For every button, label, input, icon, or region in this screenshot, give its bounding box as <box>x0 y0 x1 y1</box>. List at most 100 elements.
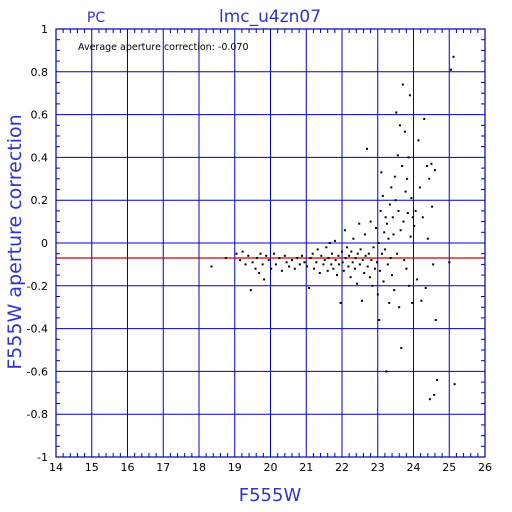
x-tick-label: 26 <box>478 461 492 474</box>
data-point <box>301 254 303 257</box>
data-point <box>377 242 380 244</box>
data-point <box>254 267 257 270</box>
data-point <box>367 252 370 255</box>
data-point <box>331 252 333 255</box>
data-point <box>417 139 420 142</box>
data-point <box>407 156 410 159</box>
data-point <box>395 111 398 114</box>
data-point <box>259 252 262 255</box>
data-point <box>426 165 429 167</box>
data-point <box>322 263 325 266</box>
data-point <box>363 272 366 274</box>
data-point <box>408 94 411 97</box>
data-point <box>373 267 376 270</box>
data-point <box>347 265 350 268</box>
data-point <box>404 190 407 193</box>
data-point <box>383 231 386 234</box>
x-tick-label: 16 <box>121 461 135 474</box>
data-point <box>341 261 344 264</box>
data-point <box>418 186 421 189</box>
data-point <box>352 237 355 240</box>
data-point <box>396 154 399 157</box>
data-point <box>296 257 299 259</box>
data-point <box>363 233 366 236</box>
data-point <box>354 257 357 259</box>
data-point <box>383 248 386 251</box>
data-point <box>399 229 402 232</box>
y-tick-labels: -1 -0.8 -0.6 -0.4 -0.2 0 0.2 0.4 0.6 0.8 1 <box>27 23 48 464</box>
chart-subtitle: PC <box>87 10 105 26</box>
data-point <box>371 284 374 287</box>
data-point <box>375 227 377 229</box>
data-point <box>333 239 336 242</box>
data-point <box>265 254 268 257</box>
data-point <box>369 220 372 223</box>
data-point <box>349 276 352 279</box>
data-point <box>372 246 375 249</box>
data-point <box>278 257 281 259</box>
data-point <box>350 250 353 253</box>
data-point <box>433 393 436 396</box>
x-tick-label: 17 <box>156 461 170 474</box>
data-point <box>306 265 308 268</box>
data-point <box>396 252 399 255</box>
data-point <box>401 165 404 167</box>
data-point <box>388 301 391 304</box>
data-point <box>403 130 406 133</box>
data-point <box>390 186 393 189</box>
data-point <box>351 261 354 264</box>
data-point <box>337 254 340 257</box>
data-point <box>420 299 423 302</box>
y-tick-label: -1 <box>37 451 48 464</box>
data-point <box>358 222 361 225</box>
y-tick-label: 0.4 <box>31 151 49 164</box>
data-point <box>285 261 288 264</box>
x-tick-label: 14 <box>49 461 63 474</box>
data-point <box>393 175 396 178</box>
data-point <box>434 319 437 321</box>
data-point <box>336 274 338 277</box>
data-point <box>366 265 369 268</box>
data-point <box>339 301 342 304</box>
data-point <box>391 216 394 219</box>
data-point <box>391 274 393 277</box>
data-point <box>309 257 312 259</box>
x-tick-label: 20 <box>264 461 278 474</box>
data-point <box>359 248 362 251</box>
data-point <box>405 267 408 270</box>
data-point <box>408 284 411 287</box>
data-point <box>346 246 348 249</box>
data-point <box>428 177 431 180</box>
data-point <box>409 235 412 238</box>
data-point <box>288 265 291 268</box>
data-point <box>394 199 397 202</box>
data-point <box>382 280 385 283</box>
data-point <box>410 197 413 200</box>
data-point <box>436 379 439 381</box>
x-tick-label: 18 <box>192 461 206 474</box>
data-point <box>270 267 273 270</box>
x-tick-label: 15 <box>85 461 99 474</box>
data-point <box>453 383 456 386</box>
data-point <box>273 252 276 255</box>
data-point <box>411 301 414 304</box>
data-point <box>320 254 323 257</box>
data-point <box>398 124 401 127</box>
data-point <box>398 306 401 309</box>
data-point <box>255 257 258 259</box>
y-axis-label: F555W aperture correction <box>4 114 26 369</box>
data-point <box>241 250 244 253</box>
data-point <box>311 252 314 255</box>
data-point <box>244 263 247 266</box>
data-point <box>334 259 337 262</box>
data-point <box>400 346 403 349</box>
data-point <box>384 216 387 219</box>
y-tick-label: 0.2 <box>31 194 49 207</box>
plot-frame <box>55 28 486 458</box>
data-point <box>423 117 426 120</box>
data-point <box>283 254 286 257</box>
data-point <box>388 203 391 206</box>
data-point <box>381 252 383 255</box>
data-point <box>330 263 333 266</box>
